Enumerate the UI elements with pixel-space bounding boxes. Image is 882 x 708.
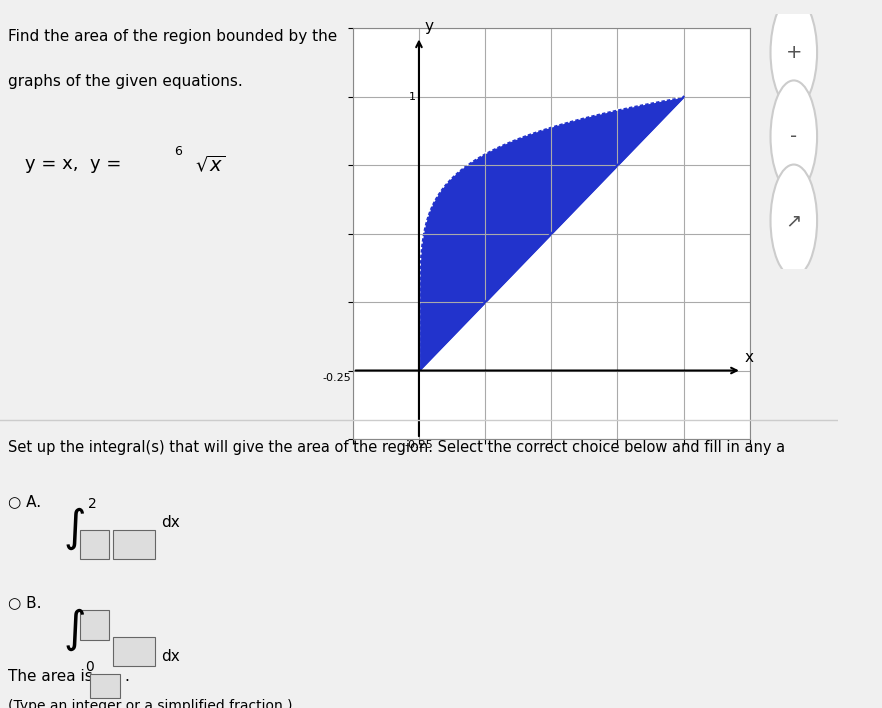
Circle shape — [771, 0, 817, 108]
Bar — [79, 530, 109, 559]
Text: 2: 2 — [88, 497, 97, 511]
Text: $\sqrt{x}$: $\sqrt{x}$ — [195, 154, 226, 176]
Circle shape — [771, 81, 817, 193]
Bar — [91, 674, 120, 697]
Text: .: . — [124, 669, 129, 685]
Text: Set up the integral(s) that will give the area of the region. Select the correct: Set up the integral(s) that will give th… — [9, 440, 786, 455]
Text: $\int$: $\int$ — [63, 506, 85, 552]
Text: The area is: The area is — [9, 669, 93, 685]
Text: dx: dx — [161, 649, 180, 663]
Bar — [113, 636, 155, 666]
Text: graphs of the given equations.: graphs of the given equations. — [8, 74, 243, 88]
Text: ○ B.: ○ B. — [9, 595, 41, 610]
Text: -0.25: -0.25 — [323, 373, 351, 383]
Bar — [113, 530, 155, 559]
Text: x: x — [744, 350, 753, 365]
Text: -: - — [790, 127, 797, 146]
Text: dx: dx — [161, 515, 180, 530]
Text: +: + — [786, 43, 802, 62]
Text: y: y — [424, 19, 433, 34]
Text: $\int$: $\int$ — [63, 607, 85, 653]
Text: ↗: ↗ — [786, 211, 802, 230]
Text: y = x,  y =: y = x, y = — [25, 154, 127, 173]
Text: ○ A.: ○ A. — [9, 494, 41, 509]
Circle shape — [771, 164, 817, 277]
Text: 0: 0 — [86, 661, 94, 675]
Text: 6: 6 — [174, 145, 182, 159]
Text: (Type an integer or a simplified fraction.): (Type an integer or a simplified fractio… — [9, 699, 293, 708]
Text: -0.25: -0.25 — [405, 440, 433, 450]
Text: 1: 1 — [409, 92, 416, 102]
Bar — [79, 610, 109, 639]
Text: Find the area of the region bounded by the: Find the area of the region bounded by t… — [8, 30, 338, 45]
